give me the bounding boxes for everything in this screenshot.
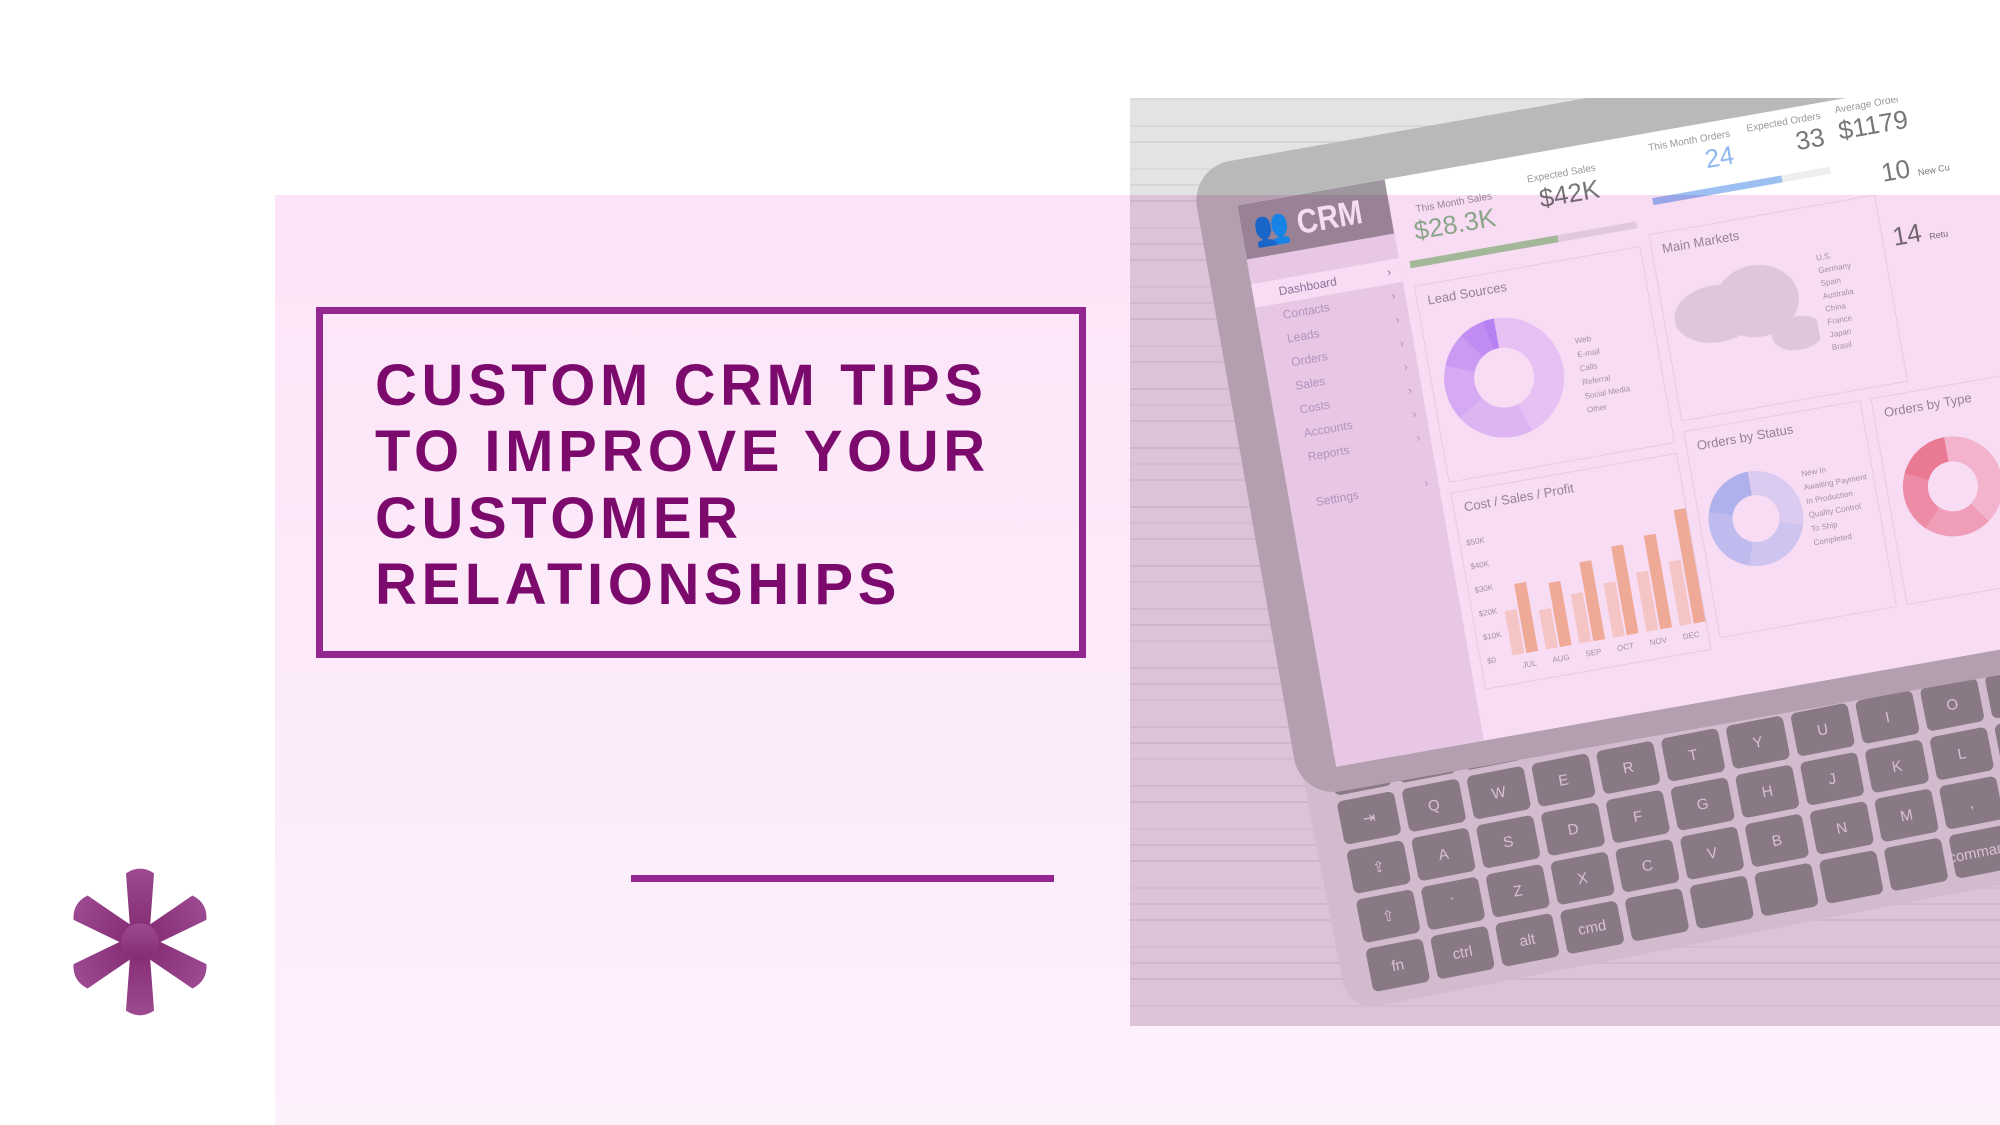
y-tick: $40K: [1469, 559, 1490, 572]
bar-group: [1597, 544, 1639, 638]
month-label: NOV: [1649, 635, 1668, 648]
key: cmd: [1559, 900, 1625, 955]
key: Y: [1725, 715, 1791, 770]
bar-group: [1566, 560, 1606, 644]
title-line-3: CUSTOMER: [375, 486, 743, 551]
key: B: [1744, 813, 1810, 868]
key: ⇥: [1336, 790, 1402, 846]
lead-sources-legend: Web E-mail Calls Referral Social Media Other: [1574, 327, 1634, 418]
y-tick: $10K: [1482, 630, 1503, 643]
orders-status-card: Orders by Status New In Awaiting Payment I…: [1683, 400, 1897, 639]
key: [1753, 862, 1820, 917]
month-label: DEC: [1682, 629, 1701, 642]
title-line-1: CUSTOM CRM TIPS: [375, 353, 988, 418]
key: H: [1734, 764, 1801, 819]
orders-type-donut: [1894, 428, 2000, 545]
key: ⇧: [1355, 888, 1421, 944]
key: K: [1864, 739, 1930, 794]
wood-grain: [1130, 1005, 2000, 1007]
key: `: [1420, 876, 1486, 931]
wood-grain: [1130, 978, 2000, 980]
key: ⇪: [1346, 839, 1412, 895]
month-label: AUG: [1551, 652, 1571, 665]
key: A: [1410, 827, 1477, 882]
laptop-lid: 👥 CRM DashboardContactsLeadsOrdersSalesC…: [1190, 98, 2000, 799]
key: command: [1947, 824, 2000, 879]
accent-divider: [631, 875, 1054, 882]
key: M: [1873, 788, 1940, 843]
lead-sources-card: Lead Sources Web E-mail Calls Referral Socia…: [1413, 245, 1676, 483]
markets-legend: U.S. Germany Spain Australia China France Japa…: [1815, 246, 1865, 354]
key: E: [1530, 753, 1597, 808]
kpi-average-order: Average Order $1179: [1833, 98, 1911, 146]
cost-sales-card: Cost / Sales / Profit $50K $40K $30K $20K $1…: [1450, 452, 1712, 690]
key: S: [1475, 814, 1541, 869]
orders-status-legend: New In Awaiting Payment In Production Quali…: [1800, 456, 1878, 550]
key: F: [1605, 789, 1671, 844]
title-frame: [316, 307, 1086, 658]
asterisk-icon: [73, 868, 207, 1016]
key: [1624, 887, 1690, 942]
main-markets-card: Main Markets U.S. Germany Spain Australia Ch…: [1648, 194, 1908, 422]
key: ;: [1993, 713, 2000, 769]
y-tick: $30K: [1473, 582, 1494, 595]
key: J: [1799, 751, 1865, 806]
laptop-photo: escF1F2F3F4F5F6F7F8F9F10F11F12§123456789…: [1130, 98, 2000, 1026]
new-customers: 10 New Cu: [1878, 153, 1951, 188]
key: W: [1466, 765, 1532, 820]
key: V: [1679, 825, 1745, 881]
kpi-expected-sales: Expected Sales $42K: [1526, 162, 1602, 214]
key: [1818, 849, 1884, 905]
key: N: [1809, 800, 1875, 856]
key: Q: [1401, 778, 1467, 833]
key: D: [1540, 802, 1606, 857]
title-line-2: TO IMPROVE YOUR: [375, 419, 990, 484]
crm-dashboard-screen: 👥 CRM DashboardContactsLeadsOrdersSalesC…: [1237, 98, 2000, 767]
key: L: [1929, 726, 1995, 781]
key: T: [1660, 727, 1726, 783]
bar-group: [1535, 580, 1572, 650]
key: Z: [1485, 863, 1551, 919]
y-tick: $20K: [1478, 606, 1499, 619]
y-tick: $50K: [1465, 535, 1486, 548]
key: ,: [1938, 775, 2000, 830]
orders-status-donut: [1700, 463, 1811, 574]
key: R: [1595, 740, 1661, 795]
kpi-expected-orders: Expected Orders 33: [1745, 110, 1827, 157]
y-tick: $0: [1486, 655, 1497, 666]
returning-customers: 14 Retu: [1890, 217, 1949, 252]
kpi-month-sales: This Month Sales $28.3K: [1411, 191, 1499, 246]
kpi-month-orders: This Month Orders 24: [1647, 128, 1737, 175]
world-map: [1667, 253, 1825, 387]
key: alt: [1494, 912, 1561, 968]
key: [1689, 875, 1755, 930]
month-label: JUL: [1521, 658, 1538, 670]
bar-group: [1500, 581, 1539, 656]
month-label: OCT: [1616, 641, 1635, 654]
key: fn: [1365, 938, 1431, 993]
sidebar-item-settings: Settings: [1288, 469, 1440, 519]
key: U: [1790, 702, 1856, 757]
title-line-4: RELATIONSHIPS: [375, 552, 901, 617]
key: X: [1549, 851, 1616, 906]
key: G: [1669, 776, 1736, 832]
key: ctrl: [1429, 925, 1496, 980]
key: [1883, 837, 1949, 892]
month-label: SEP: [1584, 646, 1603, 659]
lead-sources-donut: [1434, 308, 1574, 448]
wood-grain: [1130, 98, 2000, 100]
key: C: [1614, 838, 1681, 893]
